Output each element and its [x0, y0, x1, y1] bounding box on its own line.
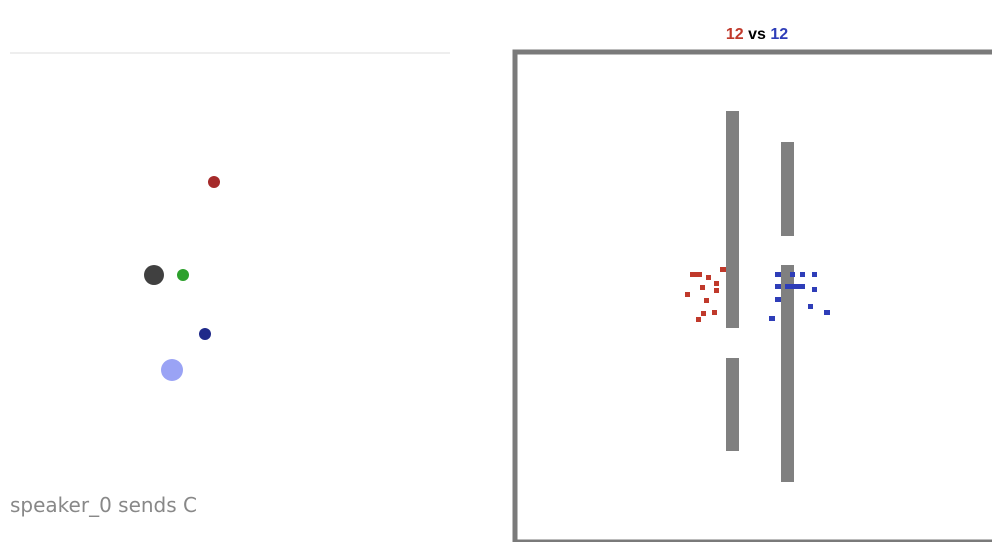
blue-unit: [785, 284, 800, 289]
blue-unit: [800, 272, 805, 277]
red-unit: [696, 272, 702, 277]
blue-unit: [775, 272, 781, 277]
red-unit: [701, 311, 706, 316]
red-unit: [714, 281, 719, 286]
agent: [161, 359, 183, 381]
red-unit: [712, 310, 717, 315]
red-unit: [714, 288, 719, 293]
red-team: [685, 267, 726, 322]
landmark: [177, 269, 189, 281]
red-unit: [690, 272, 696, 277]
landmark: [199, 328, 211, 340]
blue-unit: [769, 316, 775, 321]
score-separator: vs: [748, 26, 766, 43]
right-panel: 12 vs 12: [512, 26, 992, 542]
wall: [726, 111, 739, 328]
red-unit: [696, 317, 701, 322]
wall: [781, 142, 794, 236]
red-unit: [704, 298, 709, 303]
blue-unit: [775, 284, 781, 289]
blue-score: 12: [770, 26, 788, 43]
agent: [144, 265, 164, 285]
red-unit: [685, 292, 690, 297]
blue-team: [769, 272, 830, 321]
red-unit: [706, 275, 711, 280]
wall: [781, 265, 794, 482]
blue-unit: [808, 304, 813, 309]
blue-unit: [800, 284, 805, 289]
blue-unit: [812, 287, 817, 292]
arena-border: [512, 49, 992, 542]
left-panel: speaker_0 sends C: [10, 52, 450, 517]
landmark: [208, 176, 220, 188]
blue-unit: [812, 272, 817, 277]
wall: [726, 358, 739, 451]
score: 12 vs 12: [726, 26, 788, 43]
blue-unit: [775, 297, 781, 302]
caption: speaker_0 sends C: [10, 493, 197, 517]
blue-unit: [824, 310, 830, 315]
red-unit: [700, 285, 705, 290]
blue-unit: [790, 272, 795, 277]
red-unit: [720, 267, 726, 272]
red-score: 12: [726, 26, 744, 43]
